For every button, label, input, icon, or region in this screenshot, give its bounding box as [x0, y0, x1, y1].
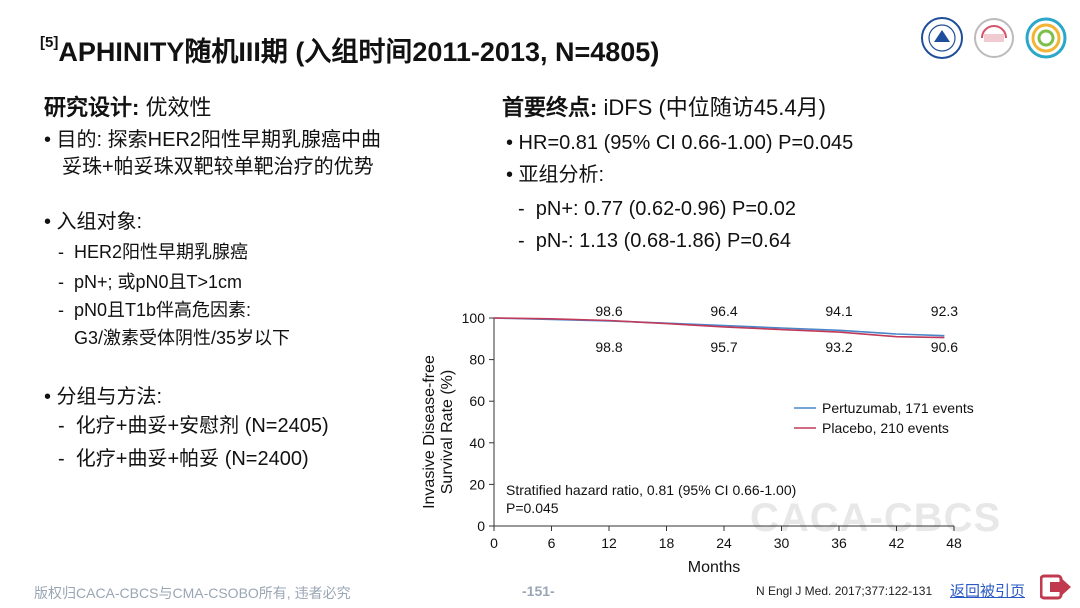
copyright-text: 版权归CACA-CBCS与CMA-CSOBO所有, 违者必究	[34, 585, 351, 601]
population-bullet: • 入组对象:	[44, 211, 143, 233]
data-label-placebo: 90.6	[931, 339, 958, 355]
legend-label-2: Placebo, 210 events	[822, 420, 949, 436]
x-tick-label: 12	[601, 535, 617, 551]
y-tick-label: 40	[469, 435, 485, 451]
series-line-2	[493, 317, 945, 339]
group-item-1: - 化疗+曲妥+安慰剂 (N=2405)	[58, 415, 329, 437]
swirl-logo	[1025, 17, 1067, 59]
population-item-1: - HER2阳性早期乳腺癌	[58, 242, 249, 262]
data-label-placebo: 95.7	[710, 339, 737, 355]
y-tick-label: 20	[469, 476, 485, 492]
y-axis-label: Invasive Disease-free	[421, 355, 438, 509]
design-value: 优效性	[139, 95, 212, 120]
population-item-3-cont: G3/激素受体阴性/35岁以下	[74, 328, 291, 348]
design-heading: 研究设计: 优效性	[44, 90, 211, 122]
groups-bullet: • 分组与方法:	[44, 386, 163, 408]
x-tick-label: 36	[831, 535, 847, 551]
data-label-pertuzumab: 98.6	[595, 303, 622, 319]
subgroup-bullet: • 亚组分析:	[506, 164, 605, 186]
x-tick-label: 0	[490, 535, 498, 551]
group-item-2: - 化疗+曲妥+帕妥 (N=2400)	[58, 448, 309, 470]
x-axis-label: Months	[688, 559, 740, 576]
endpoint-label: 首要终点:	[502, 95, 598, 120]
x-tick-label: 48	[946, 535, 962, 551]
x-tick-label: 6	[548, 535, 556, 551]
title-text: APHINITY随机III期 (入组时间2011-2013, N=4805)	[58, 37, 660, 67]
y-tick-label: 100	[462, 310, 486, 326]
data-label-placebo: 93.2	[825, 339, 852, 355]
x-tick-label: 42	[889, 535, 905, 551]
y-axis-label: Survival Rate (%)	[439, 370, 456, 494]
return-arrow-icon[interactable]	[1040, 572, 1072, 602]
data-label-pertuzumab: 92.3	[931, 303, 958, 319]
university-seal-logo	[921, 17, 963, 59]
back-link[interactable]: 返回被引页	[950, 583, 1026, 600]
x-tick-label: 30	[774, 535, 790, 551]
design-label: 研究设计:	[44, 95, 140, 120]
purpose-bullet-cont: 妥珠+帕妥珠双靶较单靶治疗的优势	[62, 156, 374, 178]
page-number: -151-	[522, 583, 555, 599]
page-title: [5]APHINITY随机III期 (入组时间2011-2013, N=4805…	[40, 30, 659, 69]
x-tick-label: 18	[659, 535, 675, 551]
population-item-2: - pN+; 或pN0且T>1cm	[58, 272, 243, 292]
population-item-3: - pN0且T1b伴高危因素:	[58, 300, 252, 320]
idfs-chart: 0 20 40 60 80 100 0 6 12 18 24 30 36 42 48 Months Invasi…	[421, 303, 974, 576]
bcs-logo	[974, 18, 1014, 58]
data-label-placebo: 98.8	[595, 339, 622, 355]
subgroup-item-2: - pN-: 1.13 (0.68-1.86) P=0.64	[518, 230, 791, 252]
purpose-bullet: • 目的: 探索HER2阳性早期乳腺癌中曲	[44, 129, 382, 151]
endpoint-heading: 首要终点: iDFS (中位随访45.4月)	[502, 90, 826, 122]
hr-note-line: P=0.045	[506, 500, 559, 516]
watermark: CACA-CBCS	[750, 496, 1002, 540]
x-tick-label: 24	[716, 535, 732, 551]
reference-number: [5]	[40, 34, 59, 51]
y-tick-label: 80	[469, 352, 485, 368]
data-label-pertuzumab: 96.4	[710, 303, 737, 319]
endpoint-value: iDFS (中位随访45.4月)	[597, 95, 826, 120]
y-tick-label: 0	[477, 518, 485, 534]
hr-note-line: Stratified hazard ratio, 0.81 (95% CI 0.…	[506, 482, 796, 498]
logo-group	[920, 16, 1068, 60]
data-label-pertuzumab: 94.1	[825, 303, 852, 319]
citation: N Engl J Med. 2017;377:122-131	[756, 584, 933, 598]
legend-label-1: Pertuzumab, 171 events	[822, 400, 974, 416]
y-tick-label: 60	[469, 393, 485, 409]
subgroup-item-1: - pN+: 0.77 (0.62-0.96) P=0.02	[518, 198, 796, 220]
hr-bullet: • HR=0.81 (95% CI 0.66-1.00) P=0.045	[506, 132, 854, 154]
